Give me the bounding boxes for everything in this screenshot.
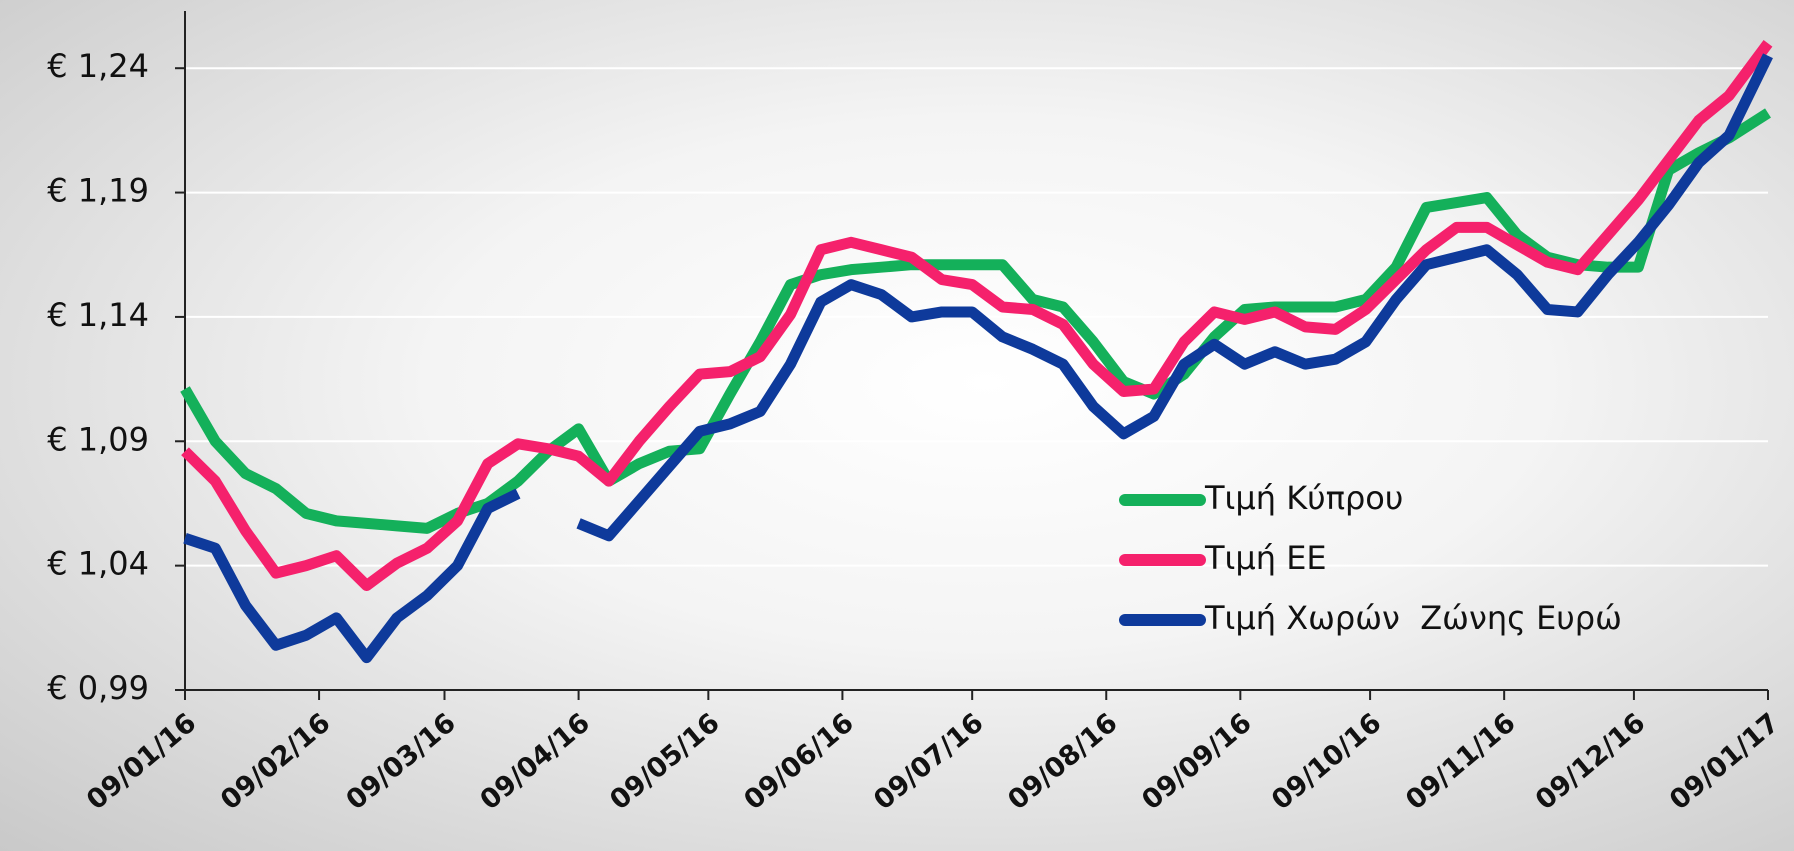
x-tick-label: 09/05/16 (604, 707, 725, 816)
y-tick-label: € 0,99 (47, 669, 149, 707)
legend-label: Τιμή ΕΕ (1204, 539, 1327, 577)
x-tick-label: 09/09/16 (1136, 707, 1257, 816)
x-tick-label: 09/04/16 (475, 707, 596, 816)
x-tick-label: 09/06/16 (738, 707, 859, 816)
x-tick-label: 09/08/16 (1002, 707, 1123, 816)
x-tick-label: 09/12/16 (1530, 707, 1651, 816)
x-tick-label: 09/01/16 (81, 707, 202, 816)
x-tick-label: 09/11/16 (1400, 707, 1521, 816)
legend-label: Τιμή Κύπρου (1204, 479, 1403, 517)
series-line (576, 53, 1773, 542)
x-tick-label: 09/07/16 (868, 707, 989, 816)
y-tick-label: € 1,04 (47, 545, 149, 583)
legend-label: Τιμή Χωρών Ζώνης Ευρώ (1204, 599, 1622, 637)
x-tick-label: 09/01/17 (1664, 707, 1785, 816)
x-tick-label: 09/03/16 (340, 707, 461, 816)
series-line (180, 108, 1771, 534)
series-line (183, 488, 521, 664)
y-tick-label: € 1,24 (47, 47, 149, 85)
series-line (181, 40, 1773, 592)
y-tick-label: € 1,09 (47, 420, 149, 458)
x-tick-label: 09/02/16 (215, 707, 336, 816)
x-tick-label: 09/10/16 (1266, 707, 1387, 816)
y-tick-label: € 1,19 (47, 172, 149, 210)
y-tick-label: € 1,14 (47, 296, 149, 334)
